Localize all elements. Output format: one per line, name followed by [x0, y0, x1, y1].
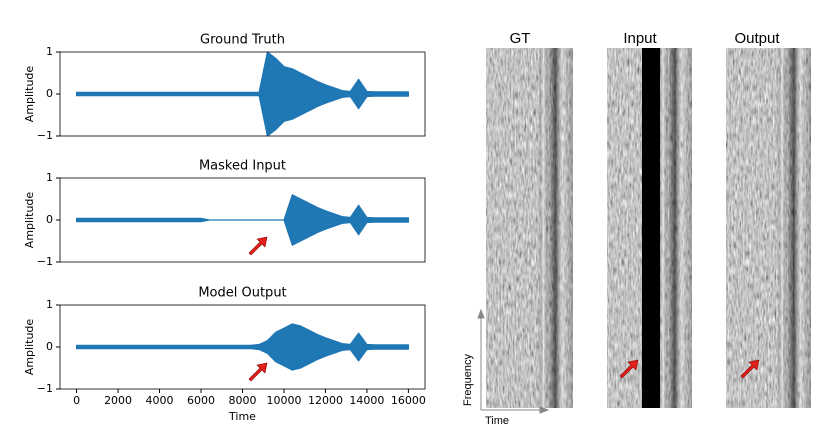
spectrogram-output [726, 48, 811, 408]
y-tick-label: −1 [37, 129, 53, 142]
chart-title: Model Output [198, 286, 286, 301]
waveform [76, 323, 409, 371]
x-tick-label: 8000 [229, 394, 257, 407]
chart-title: Masked Input [199, 159, 286, 174]
spectrogram-overlay [726, 48, 811, 408]
x-tick-label: 4000 [146, 394, 174, 407]
red-arrow [740, 359, 760, 379]
y-tick-label: 1 [46, 45, 53, 58]
arrow-head [477, 308, 485, 319]
chart-title: Ground Truth [200, 33, 285, 48]
x-tick-label: 16000 [391, 394, 426, 407]
y-tick-label: 0 [46, 340, 53, 353]
spectrogram-gt [486, 48, 573, 408]
spectrogram-input [607, 48, 692, 408]
plot-frame [59, 177, 426, 263]
red-arrow [248, 236, 268, 256]
spectrogram-axes [477, 308, 550, 414]
spectrogram-title: Output [734, 30, 780, 47]
mask-band [642, 48, 660, 408]
waveform [76, 51, 409, 137]
y-tick-label: 0 [46, 87, 53, 100]
spectrogram-title: Input [623, 30, 657, 47]
x-tick-label: 14000 [349, 394, 384, 407]
plot-frame [59, 304, 426, 390]
spectrogram-title: GT [510, 30, 531, 47]
spectrogram-ylabel: Frequency [462, 354, 474, 406]
x-tick-label: 0 [73, 394, 80, 407]
y-tick-label: 1 [46, 298, 53, 311]
y-tick-label: −1 [37, 255, 53, 268]
arrows [248, 236, 760, 382]
spectrogram-overlay [486, 48, 573, 408]
x-tick-label: 6000 [187, 394, 215, 407]
spectrogram-xlabel: Time [485, 415, 509, 427]
y-tick-label: 1 [46, 171, 53, 184]
y-axis-label: Amplitude [23, 192, 36, 249]
x-tick-label: 2000 [104, 394, 132, 407]
x-tick-label: 10000 [266, 394, 301, 407]
y-tick-label: 0 [46, 213, 53, 226]
y-axis-label: Amplitude [23, 319, 36, 376]
y-tick-label: −1 [37, 382, 53, 395]
arrow-head [539, 406, 550, 414]
y-axis-label: Amplitude [23, 66, 36, 123]
plot-frame [59, 51, 426, 137]
waveform [76, 194, 409, 246]
x-axis-label: Time [228, 410, 256, 423]
red-arrow [248, 362, 268, 382]
x-tick-label: 12000 [308, 394, 343, 407]
red-arrow [619, 359, 639, 379]
